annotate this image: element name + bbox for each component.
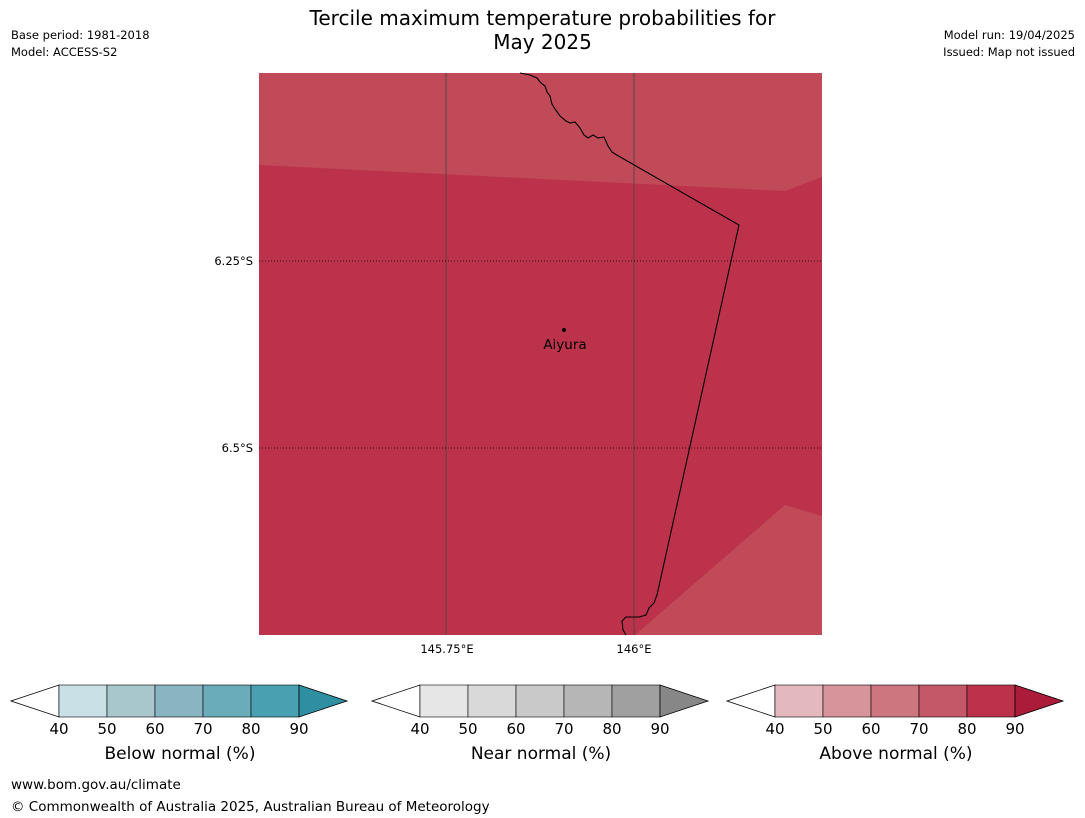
colorbar-segment-50-60 — [467, 684, 517, 718]
legend-title-below-normal: Below normal (%) — [104, 744, 256, 764]
colorbar-tick: 60 — [861, 720, 881, 738]
colorbar-segment-50-60 — [106, 684, 156, 718]
colorbar-above-normal — [726, 684, 1065, 718]
map-canvas — [259, 72, 822, 636]
place-label-aiyura: Aiyura — [543, 337, 587, 353]
title-line-1: Tercile maximum temperature probabilitie… — [309, 6, 776, 30]
legend-above-normal: 40 50 60 70 80 90 Above normal (%) — [726, 684, 1066, 764]
meta-right: Model run: 19/04/2025 Issued: Map not is… — [943, 27, 1075, 61]
colorbar-tick: 50 — [458, 720, 478, 738]
colorbar-near-normal — [371, 684, 710, 718]
colorbar-extend-high — [659, 684, 710, 718]
colorbar-segment-40-50 — [58, 684, 108, 718]
longitude-label-146: 146°E — [616, 642, 652, 656]
legend-title-near-normal: Near normal (%) — [470, 744, 612, 764]
footer: www.bom.gov.au/climate © Commonwealth of… — [11, 774, 490, 818]
colorbar-tick: 50 — [97, 720, 117, 738]
colorbar-tick: 40 — [765, 720, 785, 738]
colorbar-segment-70-80 — [918, 684, 968, 718]
colorbar-tick: 90 — [289, 720, 309, 738]
title-line-2: May 2025 — [493, 30, 592, 54]
legend-below-normal: 40 50 60 70 80 90 Below normal (%) — [10, 684, 350, 764]
aiyura-marker — [562, 328, 566, 332]
latitude-label-6-25: 6.25°S — [214, 254, 253, 268]
colorbar-tick: 70 — [909, 720, 929, 738]
colorbar-segment-80-90 — [966, 684, 1016, 718]
colorbar-tick: 70 — [193, 720, 213, 738]
colorbar-tick: 80 — [241, 720, 261, 738]
colorbar-below-normal — [10, 684, 349, 718]
province-border-line — [519, 72, 740, 636]
colorbar-tick: 60 — [506, 720, 526, 738]
legend-near-normal: 40 50 60 70 80 90 Near normal (%) — [371, 684, 711, 764]
colorbar-tick: 90 — [1005, 720, 1025, 738]
legend-title-above-normal: Above normal (%) — [819, 744, 973, 764]
colorbar-tick: 40 — [49, 720, 69, 738]
probability-region-bottom-right — [635, 505, 822, 635]
longitude-label-145-75: 145.75°E — [420, 642, 474, 656]
colorbar-extend-low — [726, 684, 776, 718]
base-period-text: Base period: 1981-2018 — [11, 28, 150, 42]
colorbar-extend-high — [1014, 684, 1065, 718]
colorbar-tick: 40 — [410, 720, 430, 738]
meta-left: Base period: 1981-2018 Model: ACCESS-S2 — [11, 27, 150, 61]
colorbar-extend-low — [10, 684, 60, 718]
colorbar-segment-40-50 — [419, 684, 469, 718]
colorbar-segment-70-80 — [202, 684, 252, 718]
issued-text: Issued: Map not issued — [943, 45, 1075, 59]
map-title: Tercile maximum temperature probabilitie… — [0, 6, 1085, 54]
colorbar-segment-80-90 — [250, 684, 300, 718]
footer-url: www.bom.gov.au/climate — [11, 777, 181, 793]
colorbar-tick: 50 — [813, 720, 833, 738]
colorbar-segment-60-70 — [870, 684, 920, 718]
colorbar-tick: 80 — [602, 720, 622, 738]
colorbar-segment-80-90 — [611, 684, 661, 718]
probability-region-top — [259, 73, 822, 191]
colorbar-segment-50-60 — [822, 684, 872, 718]
model-text: Model: ACCESS-S2 — [11, 45, 118, 59]
colorbar-segment-40-50 — [774, 684, 824, 718]
colorbar-segment-60-70 — [154, 684, 204, 718]
colorbar-segment-70-80 — [563, 684, 613, 718]
colorbar-tick: 70 — [554, 720, 574, 738]
footer-copyright: © Commonwealth of Australia 2025, Austra… — [11, 799, 490, 815]
colorbar-extend-low — [371, 684, 421, 718]
latitude-label-6-5: 6.5°S — [221, 441, 253, 455]
colorbar-extend-high — [298, 684, 349, 718]
model-run-text: Model run: 19/04/2025 — [943, 28, 1075, 42]
colorbar-tick: 80 — [957, 720, 977, 738]
colorbar-tick: 60 — [145, 720, 165, 738]
colorbar-segment-60-70 — [515, 684, 565, 718]
colorbar-tick: 90 — [650, 720, 670, 738]
